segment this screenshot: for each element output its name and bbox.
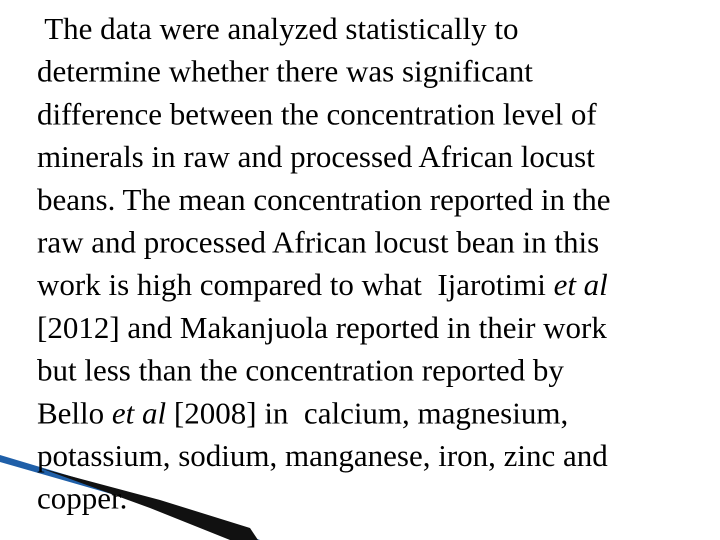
text-line: but less than the concentration reported… [37, 353, 564, 388]
text-segment: potassium, sodium, manganese, iron, zinc… [37, 438, 608, 473]
text-line: potassium, sodium, manganese, iron, zinc… [37, 438, 608, 473]
text-line: copper. [37, 481, 127, 516]
text-segment: difference between the concentration lev… [37, 96, 597, 131]
text-segment: et al [112, 395, 166, 430]
text-line: work is high compared to what Ijarotimi … [37, 267, 608, 302]
text-segment: [2012] and Makanjuola reported in their … [37, 310, 607, 345]
text-line: The data were analyzed statistically to [37, 11, 518, 46]
text-segment: The data were analyzed statistically to [37, 11, 518, 46]
swoosh-decoration [0, 455, 260, 540]
text-line: [2012] and Makanjuola reported in their … [37, 310, 607, 345]
text-segment: minerals in raw and processed African lo… [37, 139, 595, 174]
text-segment: work is high compared to what Ijarotimi [37, 267, 554, 302]
text-line: raw and processed African locust bean in… [37, 225, 599, 260]
text-line: minerals in raw and processed African lo… [37, 139, 595, 174]
text-line: determine whether there was significant [37, 54, 533, 89]
text-segment: but less than the concentration reported… [37, 353, 564, 388]
text-segment: beans. The mean concentration reported i… [37, 182, 611, 217]
text-segment: [2008] in calcium, magnesium, [166, 395, 568, 430]
text-segment: determine whether there was significant [37, 54, 533, 89]
text-segment: raw and processed African locust bean in… [37, 225, 599, 260]
text-segment: et al [554, 267, 608, 302]
text-segment: copper. [37, 481, 127, 516]
swoosh-black [40, 468, 258, 540]
paragraph: The data were analyzed statistically to d… [37, 11, 611, 516]
text-line: beans. The mean concentration reported i… [37, 182, 611, 217]
text-line: difference between the concentration lev… [37, 96, 597, 131]
text-line: Bello et al [2008] in calcium, magnesium… [37, 395, 568, 430]
text-segment: Bello [37, 395, 112, 430]
